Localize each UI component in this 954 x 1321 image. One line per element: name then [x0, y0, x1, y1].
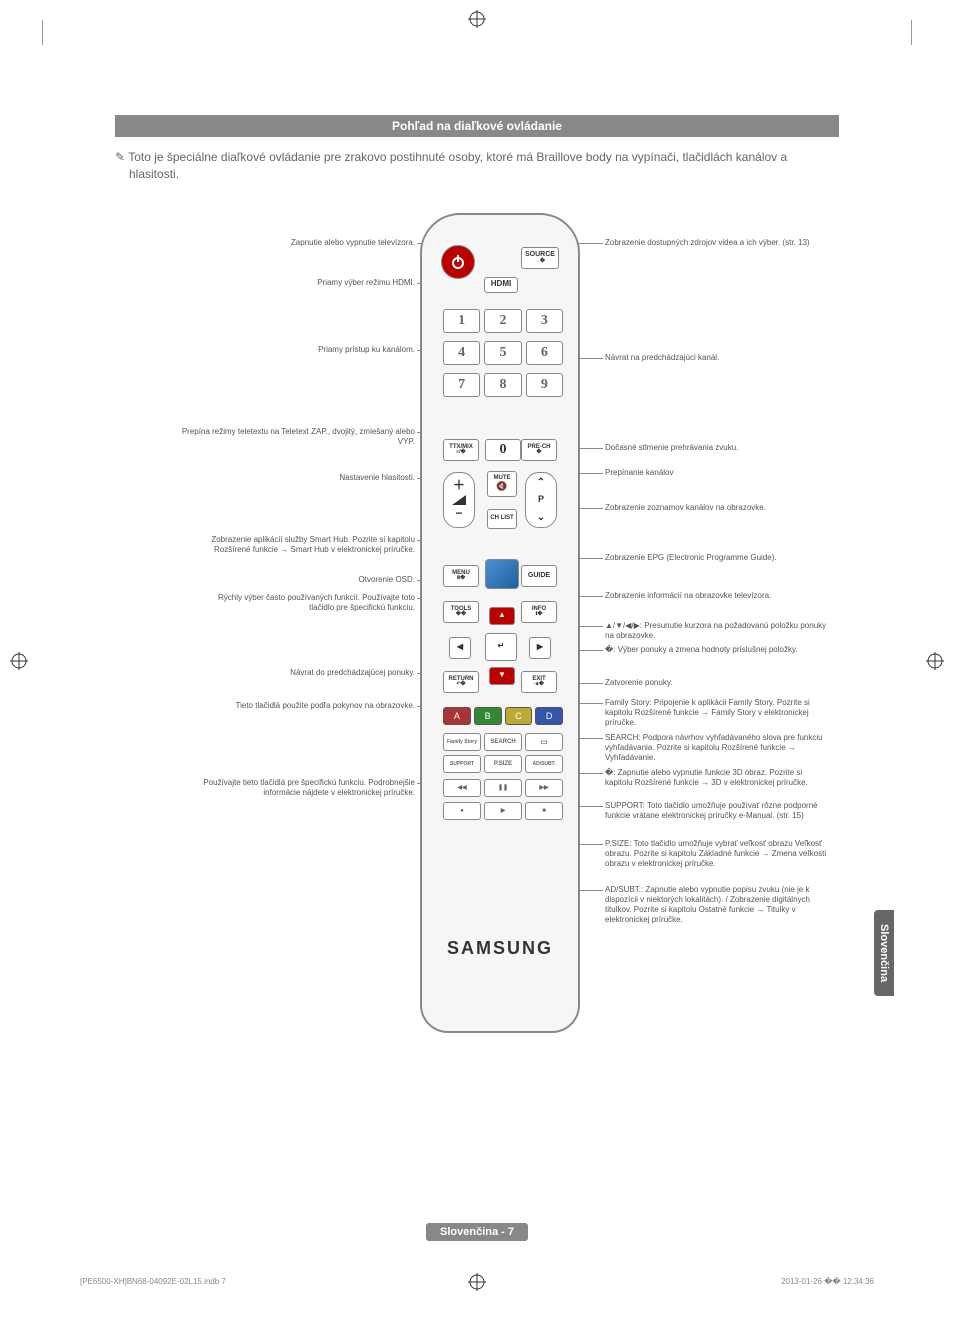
- return-button[interactable]: RETURN↶�: [443, 671, 479, 693]
- label-left-channel: Priamy prístup ku kanálom.: [215, 345, 415, 355]
- crop-mark: [911, 20, 919, 45]
- footer-meta: [PE6500-XH]BN68-04092E-02L15.indb 7 2013…: [80, 1277, 874, 1286]
- registration-mark-left: [10, 652, 28, 670]
- registration-mark-right: [926, 652, 944, 670]
- family-button[interactable]: Family Story: [443, 733, 481, 751]
- color-c[interactable]: C: [505, 707, 533, 725]
- label-right-info: Zobrazenie informácií na obrazovke telev…: [605, 591, 830, 601]
- label-right-prech: Návrat na predchádzajúci kanál.: [605, 353, 830, 363]
- label-right-ch: Prepínanie kanálov: [605, 468, 830, 478]
- adsubt-button[interactable]: AD/SUBT.: [525, 755, 563, 773]
- pause-button[interactable]: ❚❚: [484, 779, 522, 797]
- prech-button[interactable]: PRE-CH�: [521, 439, 557, 461]
- playback-row-2: ● ▶ ■: [443, 802, 563, 820]
- mute-button[interactable]: MUTE🔇: [487, 471, 517, 497]
- page-footer: Slovenčina - 7: [426, 1223, 528, 1241]
- page-content: Pohľad na diaľkové ovládanie ✎ Toto je š…: [115, 115, 839, 1113]
- menu-button[interactable]: MENUⅢ�: [443, 565, 479, 587]
- label-right-guide: Zobrazenie EPG (Electronic Programme Gui…: [605, 553, 830, 563]
- chlist-button[interactable]: CH LIST: [487, 509, 517, 529]
- dpad-right[interactable]: ▶: [529, 637, 551, 659]
- label-right-search: SEARCH: Podpora návrhov vyhľadávaného sl…: [605, 733, 830, 763]
- support-button[interactable]: SUPPORT: [443, 755, 481, 773]
- exit-button[interactable]: EXIT-∎�: [521, 671, 557, 693]
- volume-button[interactable]: ＋ −: [443, 472, 475, 528]
- num-3[interactable]: 3: [526, 309, 563, 333]
- num-0[interactable]: 0: [485, 439, 521, 461]
- leader-line: [575, 243, 603, 244]
- num-2[interactable]: 2: [484, 309, 521, 333]
- record-button[interactable]: ●: [443, 802, 481, 820]
- section-title: Pohľad na diaľkové ovládanie: [115, 115, 839, 137]
- label-right-exit: Zatvorenie ponuky.: [605, 678, 830, 688]
- dpad-up[interactable]: ▲: [489, 607, 515, 625]
- channel-button[interactable]: ⌃ P ⌄: [525, 472, 557, 528]
- color-a[interactable]: A: [443, 707, 471, 725]
- intro-body: Toto je špeciálne diaľkové ovládanie pre…: [128, 150, 787, 181]
- intro-text: ✎ Toto je špeciálne diaľkové ovládanie p…: [115, 149, 839, 183]
- label-left-tools: Rýchly výber často používaných funkcií. …: [200, 593, 415, 613]
- footer-filename: [PE6500-XH]BN68-04092E-02L15.indb 7: [80, 1277, 226, 1286]
- search-button[interactable]: SEARCH: [484, 733, 522, 751]
- color-d[interactable]: D: [535, 707, 563, 725]
- hdmi-button[interactable]: HDMI: [484, 277, 518, 293]
- num-7[interactable]: 7: [443, 373, 480, 397]
- num-1[interactable]: 1: [443, 309, 480, 333]
- label-left-return: Návrat do predchádzajúcej ponuky.: [200, 668, 415, 678]
- label-left-smarthub: Zobrazenie aplikácií služby Smart Hub. P…: [200, 535, 415, 555]
- crop-mark: [35, 20, 43, 45]
- label-left-vol: Nastavenie hlasitosti.: [215, 473, 415, 483]
- color-b[interactable]: B: [474, 707, 502, 725]
- number-pad: 1 2 3 4 5 6 7 8 9: [443, 309, 563, 397]
- label-right-adsubt: AD/SUBT.: Zapnutie alebo vypnutie popisu…: [605, 885, 830, 925]
- feature-row-2: SUPPORT P.SIZE AD/SUBT.: [443, 755, 563, 773]
- label-right-source: Zobrazenie dostupných zdrojov videa a ic…: [605, 238, 830, 248]
- info-button[interactable]: INFOℹ�: [521, 601, 557, 623]
- num-9[interactable]: 9: [526, 373, 563, 397]
- label-right-threeD: �: Zapnutie alebo vypnutie funkcie 3D ob…: [605, 768, 830, 788]
- guide-button[interactable]: GUIDE: [521, 565, 557, 587]
- footer-timestamp: 2013-01-26 �� 12:34:36: [781, 1277, 874, 1286]
- label-right-enter: �: Výber ponuky a zmena hodnoty príslušn…: [605, 645, 830, 655]
- num-4[interactable]: 4: [443, 341, 480, 365]
- tools-button[interactable]: TOOLS��: [443, 601, 479, 623]
- label-right-psize: P.SIZE: Toto tlačidlo umožňuje vybrať ve…: [605, 839, 830, 869]
- label-left-ttx: Prepína režimy teletextu na Teletext ZAP…: [180, 427, 415, 447]
- stop-button[interactable]: ■: [525, 802, 563, 820]
- color-buttons: A B C D: [443, 707, 563, 725]
- remote-diagram: Zapnutie alebo vypnutie televízora. Priam…: [115, 213, 839, 1113]
- psize-button[interactable]: P.SIZE: [484, 755, 522, 773]
- dpad-down[interactable]: ▼: [489, 667, 515, 685]
- label-right-family: Family Story: Pripojenie k aplikácii Fam…: [605, 698, 830, 728]
- label-left-power: Zapnutie alebo vypnutie televízora.: [215, 238, 415, 248]
- playback-row-1: ◀◀ ❚❚ ▶▶: [443, 779, 563, 797]
- source-button[interactable]: SOURCE→�: [521, 247, 559, 269]
- label-right-dpad: ▲/▼/◀/▶: Presunutie kurzora na požadovan…: [605, 621, 830, 641]
- label-right-mute: Dočasné stlmenie prehrávania zvuku.: [605, 443, 830, 453]
- label-left-hdmi: Priamy výber režimu HDMI.: [215, 278, 415, 288]
- num-5[interactable]: 5: [484, 341, 521, 365]
- ttx-button[interactable]: TTX/MIX≡/�: [443, 439, 479, 461]
- note-icon: ✎: [115, 150, 125, 164]
- label-left-color: Tieto tlačidlá použite podľa pokynov na …: [180, 701, 415, 711]
- dpad-left[interactable]: ◀: [449, 637, 471, 659]
- samsung-logo: SAMSUNG: [429, 938, 571, 959]
- num-8[interactable]: 8: [484, 373, 521, 397]
- num-6[interactable]: 6: [526, 341, 563, 365]
- rewind-button[interactable]: ◀◀: [443, 779, 481, 797]
- feature-row-1: Family Story SEARCH ▭: [443, 733, 563, 751]
- fastfwd-button[interactable]: ▶▶: [525, 779, 563, 797]
- smarthub-button[interactable]: [485, 559, 519, 589]
- registration-mark-top: [468, 10, 486, 28]
- label-right-support: SUPPORT: Toto tlačidlo umožňuje používať…: [605, 801, 830, 821]
- language-tab: Slovenčina: [874, 910, 894, 996]
- remote-control: SOURCE→� HDMI 1 2 3 4 5 6 7 8 9 TTX/MIX≡…: [420, 213, 580, 1033]
- power-button[interactable]: [441, 245, 475, 279]
- three-d-button[interactable]: ▭: [525, 733, 563, 751]
- dpad-enter[interactable]: ↵: [485, 633, 517, 661]
- label-left-osd: Otvorenie OSD.: [215, 575, 415, 585]
- label-right-chlist: Zobrazenie zoznamov kanálov na obrazovke…: [605, 503, 830, 513]
- label-left-specific: Používajte tieto tlačidlá pre špecifickú…: [180, 778, 415, 798]
- play-button[interactable]: ▶: [484, 802, 522, 820]
